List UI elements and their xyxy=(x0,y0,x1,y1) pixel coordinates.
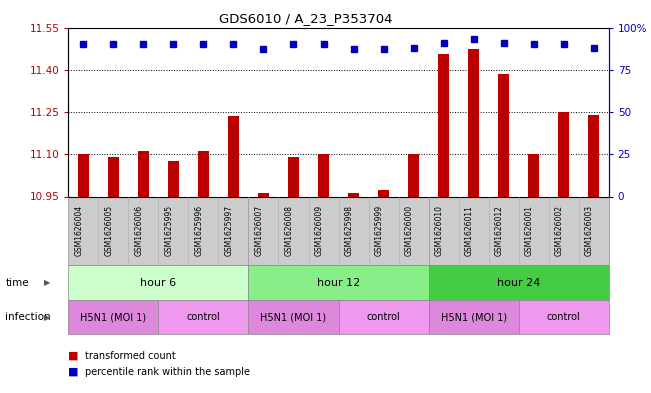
Bar xyxy=(468,49,479,196)
Text: control: control xyxy=(547,312,581,322)
Text: time: time xyxy=(5,277,29,288)
Bar xyxy=(78,154,89,196)
Text: GSM1626010: GSM1626010 xyxy=(435,206,443,256)
Text: ▶: ▶ xyxy=(44,313,50,321)
Text: GSM1626001: GSM1626001 xyxy=(525,206,534,256)
Bar xyxy=(258,193,269,196)
Bar xyxy=(168,161,178,196)
Text: GSM1626012: GSM1626012 xyxy=(495,206,504,256)
Text: transformed count: transformed count xyxy=(85,351,175,361)
Text: GSM1626007: GSM1626007 xyxy=(255,205,264,257)
Text: hour 6: hour 6 xyxy=(141,277,176,288)
Text: GSM1626000: GSM1626000 xyxy=(404,205,413,257)
Bar xyxy=(499,74,509,196)
Bar xyxy=(138,151,148,196)
Text: GSM1625998: GSM1625998 xyxy=(344,206,353,256)
Text: GSM1626002: GSM1626002 xyxy=(555,206,564,256)
Text: percentile rank within the sample: percentile rank within the sample xyxy=(85,367,249,377)
Text: H5N1 (MOI 1): H5N1 (MOI 1) xyxy=(80,312,146,322)
Text: ■: ■ xyxy=(68,351,79,361)
Text: GDS6010 / A_23_P353704: GDS6010 / A_23_P353704 xyxy=(219,12,393,25)
Bar xyxy=(438,54,449,196)
Text: control: control xyxy=(367,312,400,322)
Bar xyxy=(348,193,359,196)
Text: GSM1625999: GSM1625999 xyxy=(374,205,383,257)
Text: GSM1625997: GSM1625997 xyxy=(225,205,234,257)
Text: infection: infection xyxy=(5,312,51,322)
Bar xyxy=(378,190,389,196)
Text: GSM1625996: GSM1625996 xyxy=(195,205,203,257)
Bar xyxy=(108,157,118,196)
Bar xyxy=(408,154,419,196)
Text: hour 24: hour 24 xyxy=(497,277,540,288)
Text: control: control xyxy=(187,312,220,322)
Bar xyxy=(559,112,569,196)
Text: GSM1626008: GSM1626008 xyxy=(284,206,294,256)
Text: GSM1626011: GSM1626011 xyxy=(465,206,474,256)
Text: ■: ■ xyxy=(68,367,79,377)
Text: H5N1 (MOI 1): H5N1 (MOI 1) xyxy=(260,312,327,322)
Text: H5N1 (MOI 1): H5N1 (MOI 1) xyxy=(441,312,506,322)
Text: GSM1626006: GSM1626006 xyxy=(134,205,143,257)
Text: hour 12: hour 12 xyxy=(317,277,360,288)
Bar xyxy=(288,157,299,196)
Text: GSM1626005: GSM1626005 xyxy=(104,205,113,257)
Bar xyxy=(589,115,599,196)
Text: GSM1625995: GSM1625995 xyxy=(165,205,173,257)
Bar xyxy=(318,154,329,196)
Text: ▶: ▶ xyxy=(44,278,50,287)
Text: GSM1626009: GSM1626009 xyxy=(314,205,324,257)
Text: GSM1626004: GSM1626004 xyxy=(74,205,83,257)
Text: GSM1626003: GSM1626003 xyxy=(585,205,594,257)
Bar xyxy=(198,151,209,196)
Bar xyxy=(229,116,239,196)
Bar xyxy=(529,154,539,196)
